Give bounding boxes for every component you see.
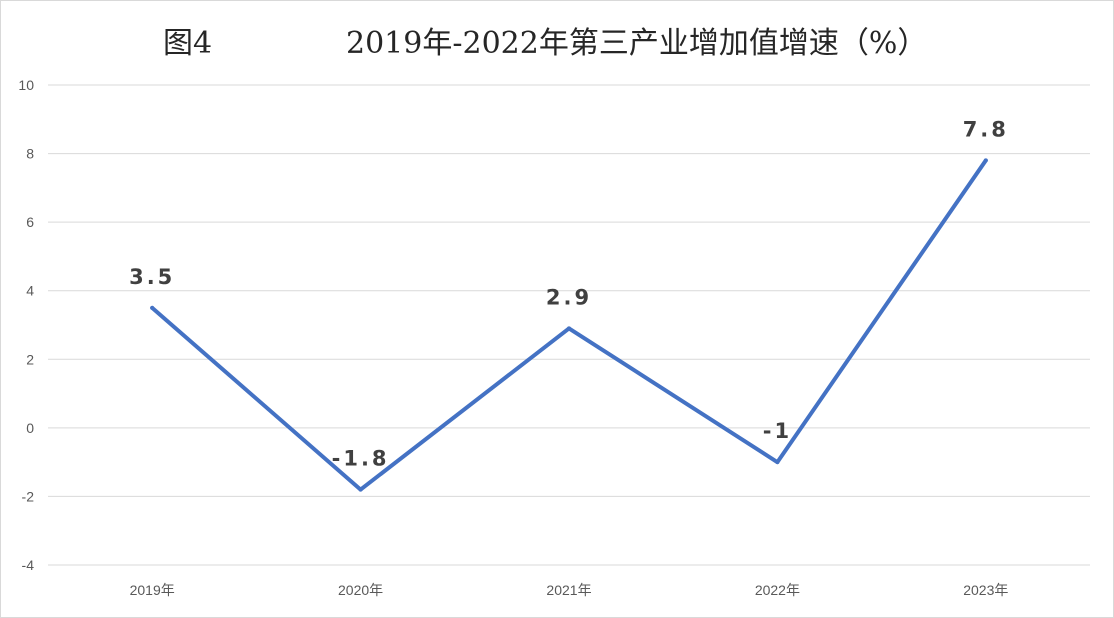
chart-title: 2019年-2022年第三产业增加值增速（%）	[346, 26, 928, 61]
y-tick-label: 2	[26, 351, 34, 367]
series-line	[150, 158, 988, 492]
x-tick-label: 2022年	[755, 582, 800, 598]
y-tick-label: -4	[22, 557, 35, 573]
data-label: -1.8	[332, 447, 390, 471]
x-tick-label: 2020年	[338, 582, 383, 598]
data-label: 2.9	[546, 285, 592, 309]
y-tick-label: 8	[26, 146, 34, 162]
data-label: 7.8	[963, 117, 1009, 141]
data-point	[358, 487, 363, 492]
data-label: 3.5	[129, 265, 175, 289]
data-labels: 3.5 -1.8 2.9 -1 7.8	[129, 117, 1009, 471]
data-point	[150, 305, 155, 310]
x-tick-label: 2021年	[546, 582, 591, 598]
x-tick-label: 2023年	[963, 582, 1008, 598]
y-tick-label: 6	[26, 214, 34, 230]
y-tick-label: -2	[22, 488, 35, 504]
grid-lines	[48, 84, 1090, 566]
x-tick-label: 2019年	[130, 582, 175, 598]
y-tick-label: 0	[26, 420, 34, 436]
data-point	[775, 460, 780, 465]
series-group	[150, 158, 988, 492]
data-label: -1	[763, 419, 792, 443]
y-axis-ticks: -4 -2 0 2 4 6 8 10	[18, 77, 34, 573]
y-tick-label: 4	[26, 283, 34, 299]
data-point	[983, 158, 988, 163]
y-tick-label: 10	[18, 77, 34, 93]
figure-label: 图4	[163, 26, 213, 61]
data-point	[567, 326, 571, 331]
x-axis-ticks: 2019年 2020年 2021年 2022年 2023年	[130, 582, 1009, 598]
